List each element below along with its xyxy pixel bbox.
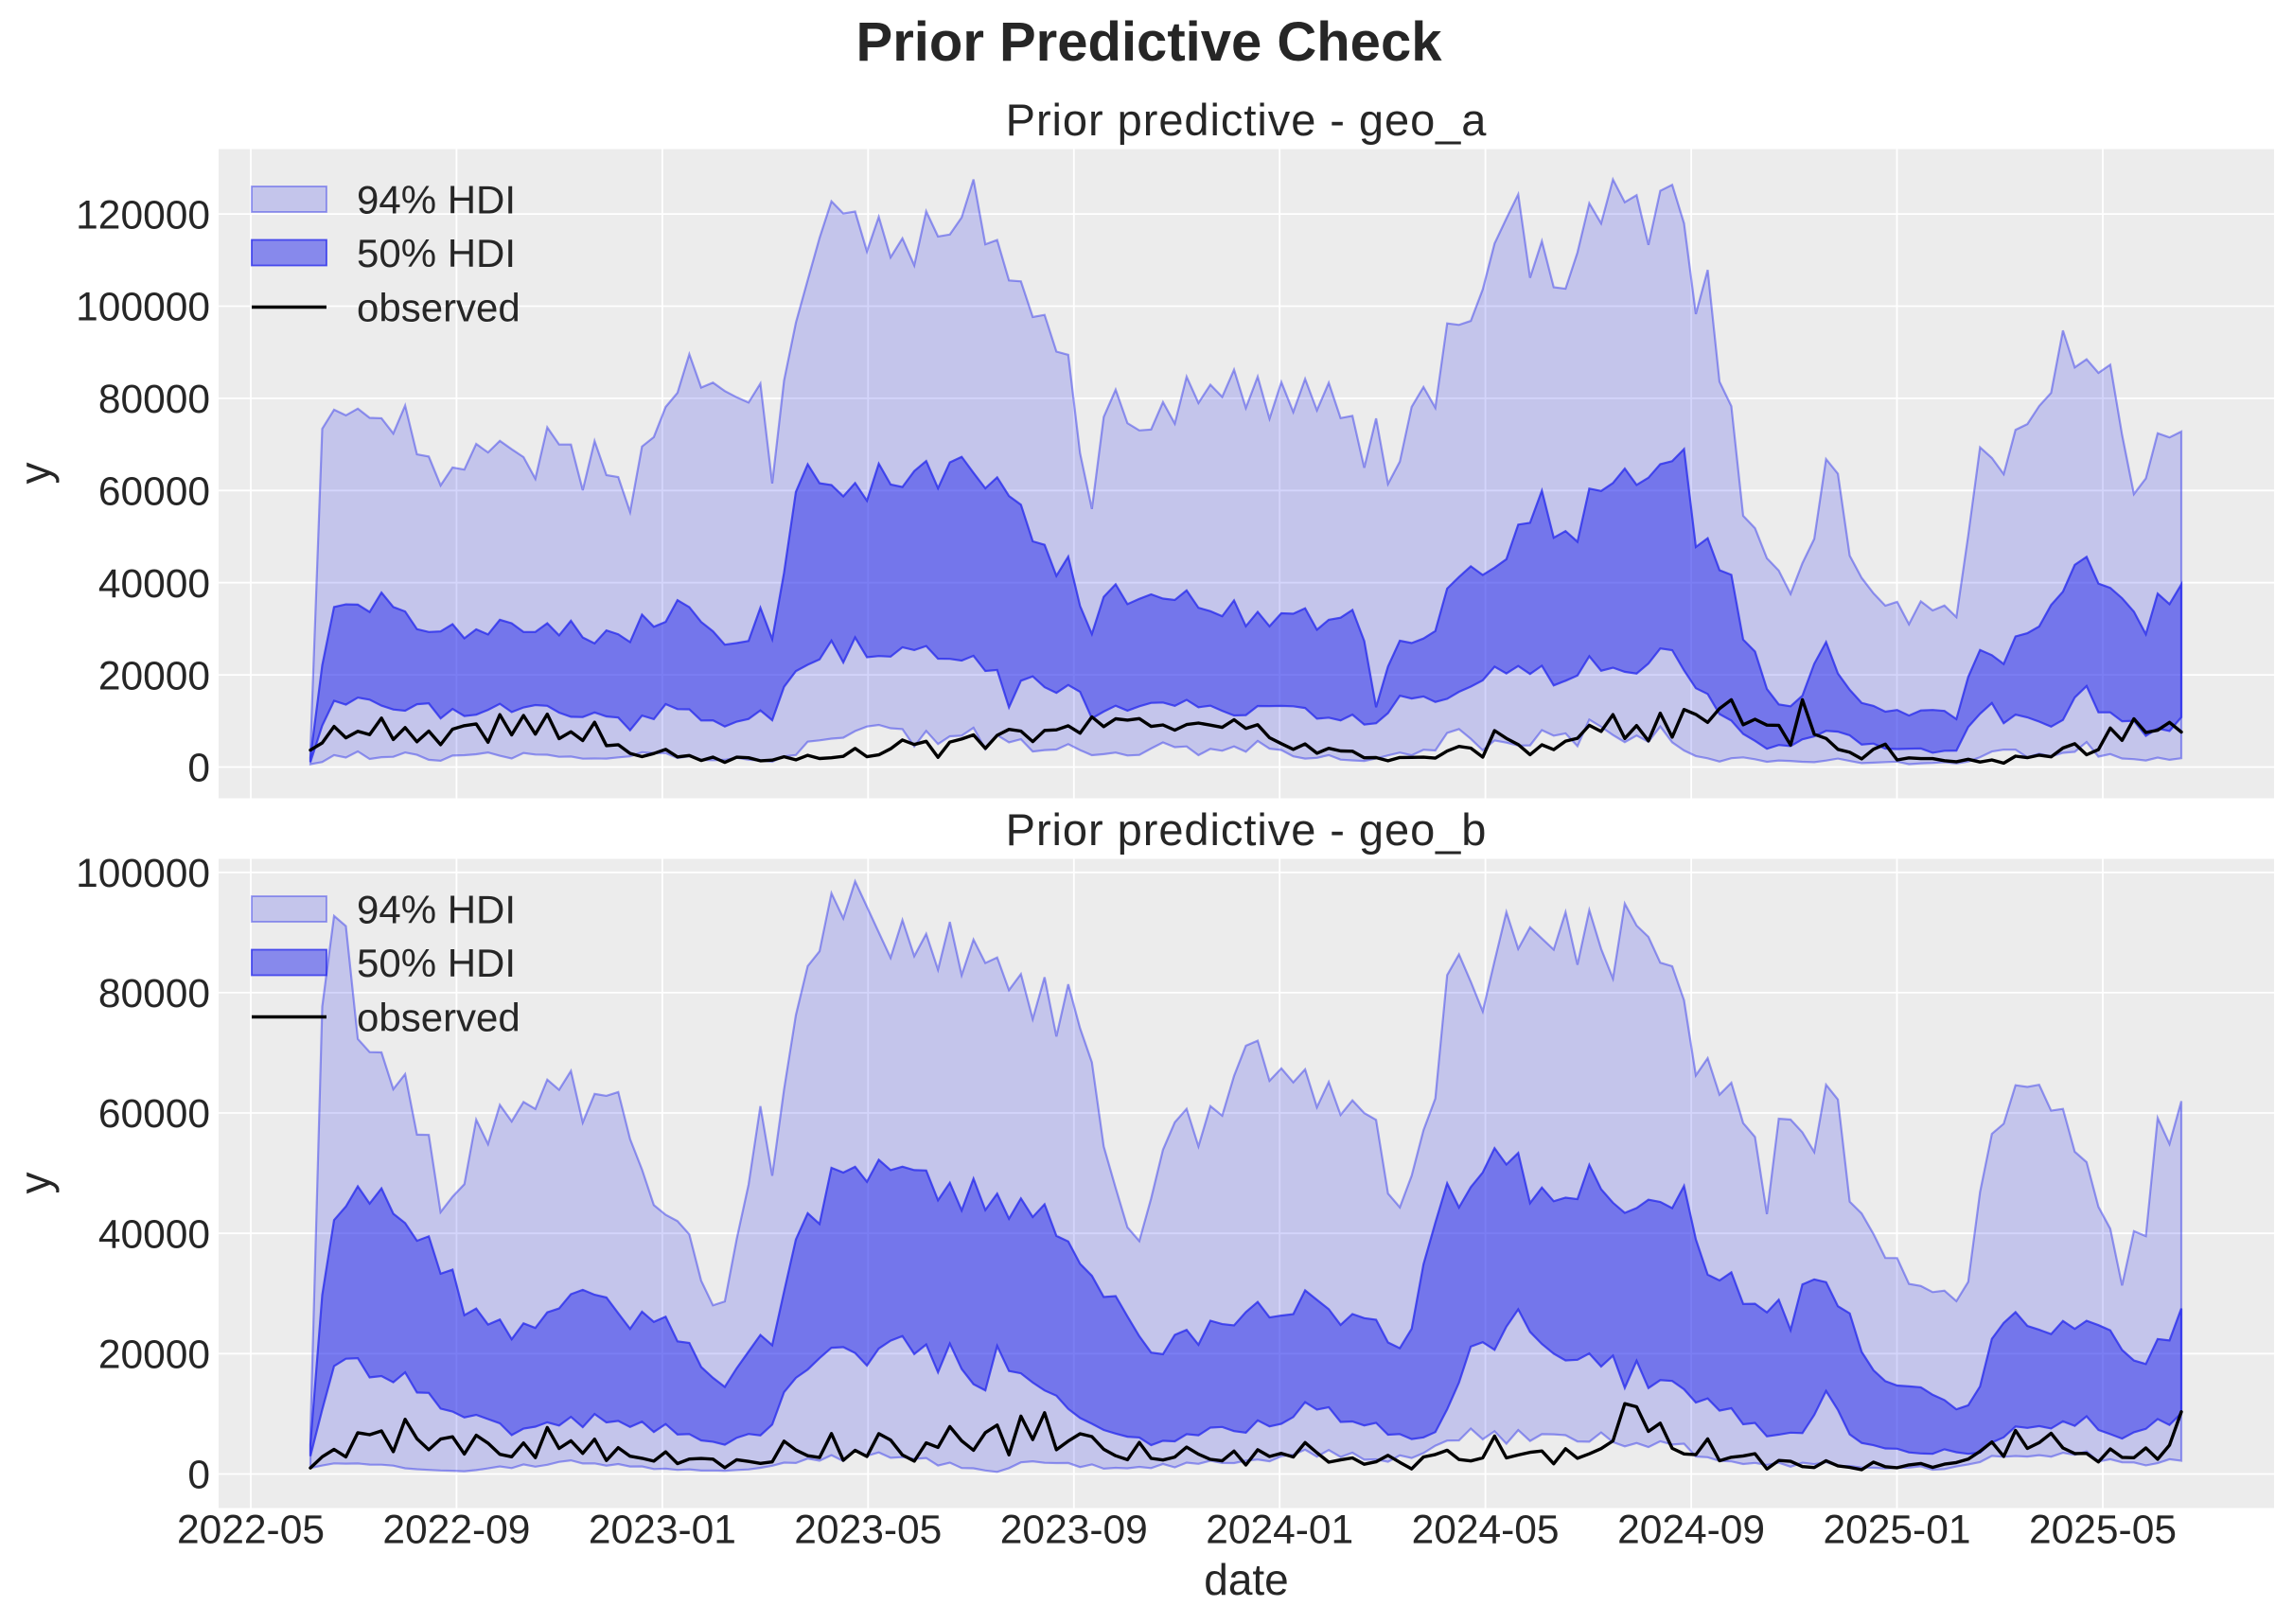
svg-text:observed: observed bbox=[357, 285, 520, 329]
svg-text:50% HDI: 50% HDI bbox=[357, 941, 516, 985]
svg-text:40000: 40000 bbox=[98, 1212, 210, 1257]
svg-text:observed: observed bbox=[357, 995, 520, 1039]
svg-text:2022-09: 2022-09 bbox=[382, 1509, 530, 1553]
svg-text:60000: 60000 bbox=[98, 1092, 210, 1137]
svg-text:2023-05: 2023-05 bbox=[794, 1509, 942, 1553]
svg-text:94% HDI: 94% HDI bbox=[357, 887, 516, 931]
svg-text:94% HDI: 94% HDI bbox=[357, 177, 516, 221]
svg-text:Prior Predictive Check: Prior Predictive Check bbox=[856, 11, 1443, 73]
svg-text:2024-05: 2024-05 bbox=[1412, 1509, 1560, 1553]
svg-text:80000: 80000 bbox=[98, 378, 210, 422]
svg-text:0: 0 bbox=[187, 747, 210, 791]
svg-text:80000: 80000 bbox=[98, 972, 210, 1016]
svg-text:50% HDI: 50% HDI bbox=[357, 231, 516, 275]
svg-text:100000: 100000 bbox=[76, 852, 210, 896]
svg-text:2023-01: 2023-01 bbox=[589, 1509, 736, 1553]
svg-text:100000: 100000 bbox=[76, 286, 210, 330]
svg-text:2022-05: 2022-05 bbox=[177, 1509, 325, 1553]
svg-text:2024-09: 2024-09 bbox=[1617, 1509, 1765, 1553]
svg-text:120000: 120000 bbox=[76, 193, 210, 238]
svg-text:2025-01: 2025-01 bbox=[1824, 1509, 1971, 1553]
svg-text:2023-09: 2023-09 bbox=[1000, 1509, 1148, 1553]
svg-text:0: 0 bbox=[187, 1454, 210, 1498]
svg-text:20000: 20000 bbox=[98, 1333, 210, 1378]
svg-text:y: y bbox=[10, 463, 60, 485]
svg-text:60000: 60000 bbox=[98, 470, 210, 515]
svg-text:2024-01: 2024-01 bbox=[1206, 1509, 1353, 1553]
svg-text:Prior predictive - geo_b: Prior predictive - geo_b bbox=[1006, 804, 1488, 855]
svg-text:2025-05: 2025-05 bbox=[2029, 1509, 2177, 1553]
svg-text:date: date bbox=[1204, 1555, 1289, 1604]
svg-text:y: y bbox=[10, 1173, 60, 1194]
svg-text:40000: 40000 bbox=[98, 562, 210, 607]
svg-text:Prior predictive - geo_a: Prior predictive - geo_a bbox=[1006, 95, 1488, 145]
svg-text:20000: 20000 bbox=[98, 654, 210, 698]
